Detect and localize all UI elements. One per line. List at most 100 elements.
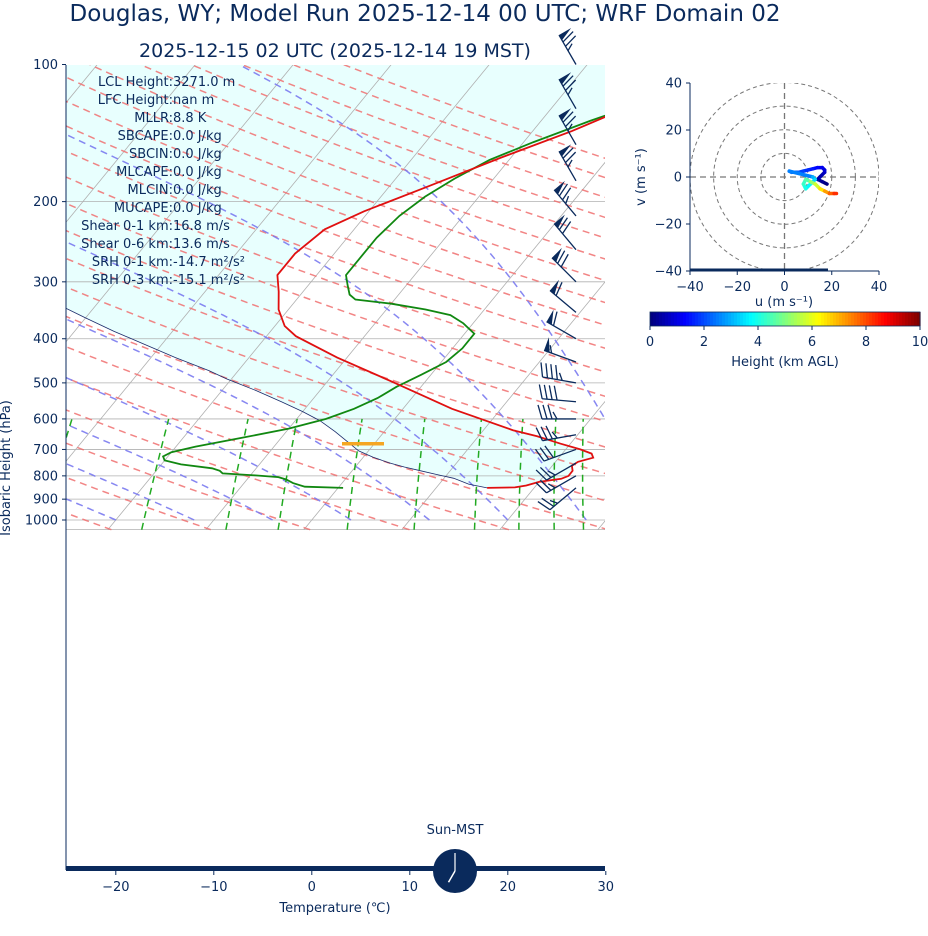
wind-barb <box>553 214 577 251</box>
wind-barb <box>558 144 577 182</box>
index-value: nan m <box>173 93 214 108</box>
hodograph-y-tick-label: 0 <box>674 171 682 186</box>
colorbar-swatch <box>779 312 783 326</box>
colorbar-swatch <box>905 312 909 326</box>
colorbar-swatch <box>767 312 771 326</box>
colorbar-swatch <box>668 312 672 326</box>
wind-barb-staff <box>542 398 577 403</box>
wind-barb-pennant <box>551 247 562 263</box>
colorbar-frame <box>649 311 921 327</box>
wind-barb-feather <box>550 364 554 379</box>
x-tick-label: 30 <box>598 880 615 895</box>
wind-barb-feather <box>553 385 558 401</box>
colorbar-swatch <box>707 312 711 326</box>
index-value: 13.6 m/s <box>173 237 230 252</box>
index-name: MUCAPE: <box>114 201 173 216</box>
wind-barb <box>540 362 577 384</box>
wind-barb <box>546 309 577 340</box>
cape-region <box>66 65 605 488</box>
hodograph-y-tick-label: −20 <box>655 218 682 233</box>
wind-barb-feather <box>558 372 563 381</box>
colorbar-swatch <box>797 312 801 326</box>
hodograph-panel: −40−40 −20 −20 0 0 20 20 40 40 u (m s⁻¹) v (m s⁻¹) <box>634 77 887 311</box>
colorbar-swatch <box>896 312 900 326</box>
colorbar-swatch <box>815 312 819 326</box>
figure-title: Douglas, WY; Model Run 2025-12-14 00 UTC… <box>70 1 781 27</box>
wind-barb <box>549 279 577 313</box>
hodograph-y-label: v (m s⁻¹) <box>634 148 649 206</box>
wind-barb <box>535 425 577 442</box>
y-tick-label: 200 <box>33 195 58 210</box>
index-value: 0.0 J/kg <box>173 129 222 144</box>
colorbar-swatch <box>908 312 912 326</box>
wind-barb-feather <box>545 363 549 378</box>
colorbar-swatch <box>758 312 762 326</box>
skew-t-axes: 100 200 300 400 500 600 700 800 900 1000 −20 −10 0 10… <box>0 58 614 916</box>
index-value: -14.7 m²/s² <box>173 255 245 270</box>
dry-adiabat <box>66 345 605 530</box>
colorbar-swatch <box>752 312 756 326</box>
index-name: LFC Height: <box>98 93 173 108</box>
dry-adiabat <box>66 286 605 475</box>
wind-barb-staff <box>542 376 577 384</box>
x-tick-label: −20 <box>102 880 129 895</box>
colorbar-swatch <box>671 312 675 326</box>
colorbar-tick-label: 4 <box>754 335 762 350</box>
colorbar-swatch <box>818 312 822 326</box>
parcel-profile-line <box>66 307 488 489</box>
colorbar-tick-label: 10 <box>912 335 928 350</box>
colorbar-swatch <box>869 312 873 326</box>
wind-barb-feather <box>561 187 572 201</box>
colorbar-swatch <box>893 312 897 326</box>
dry-adiabat <box>66 442 311 531</box>
index-name: SBCIN: <box>129 147 173 162</box>
index-name: SRH 0-1 km: <box>92 255 173 270</box>
colorbar-swatch <box>659 312 663 326</box>
colorbar-swatch <box>800 312 804 326</box>
colorbar-swatch <box>680 312 684 326</box>
hodograph-x-tick-label: −40 <box>676 280 703 295</box>
wind-barb <box>535 475 577 494</box>
colorbar-swatch <box>851 312 855 326</box>
isotherm-line <box>66 65 294 343</box>
colorbar-swatch <box>746 312 750 326</box>
cape-shading <box>66 65 605 488</box>
colorbar-swatch <box>788 312 792 326</box>
colorbar-swatch <box>863 312 867 326</box>
colorbar-swatch <box>806 312 810 326</box>
colorbar-swatch <box>734 312 738 326</box>
colorbar-swatch <box>785 312 789 326</box>
hodograph-x-label: u (m s⁻¹) <box>755 295 813 310</box>
colorbar-swatch <box>677 312 681 326</box>
wind-barb-pennant <box>559 108 572 121</box>
y-tick-label: 1000 <box>25 514 58 529</box>
isotherm-line <box>66 65 196 223</box>
wind-barb-staff <box>558 151 577 182</box>
wind-barb-feather <box>540 362 544 378</box>
wind-barb-feather <box>539 447 550 460</box>
wind-barb <box>558 108 577 146</box>
wind-barb-feather <box>561 221 572 234</box>
colorbar-swatch <box>719 312 723 326</box>
colorbar-swatch <box>848 312 852 326</box>
wind-barb-feather <box>565 115 577 127</box>
wind-barb-feather <box>558 217 568 231</box>
colorbar-swatch <box>839 312 843 326</box>
colorbar-swatch <box>902 312 906 326</box>
wind-barb-feather <box>543 384 548 400</box>
colorbar-swatch <box>884 312 888 326</box>
wind-barb-feather <box>549 345 553 354</box>
wind-barb-feather <box>565 151 577 164</box>
dry-adiabat <box>66 150 605 349</box>
colorbar-swatch <box>914 312 918 326</box>
wind-barb <box>534 445 577 462</box>
wind-barb-staff <box>542 434 577 442</box>
colorbar-swatch <box>737 312 741 326</box>
colorbar-swatch <box>731 312 735 326</box>
colorbar-swatch <box>773 312 777 326</box>
colorbar-swatch <box>824 312 828 326</box>
hodograph-x-tick-label: −20 <box>724 280 751 295</box>
colorbar-swatch <box>683 312 687 326</box>
